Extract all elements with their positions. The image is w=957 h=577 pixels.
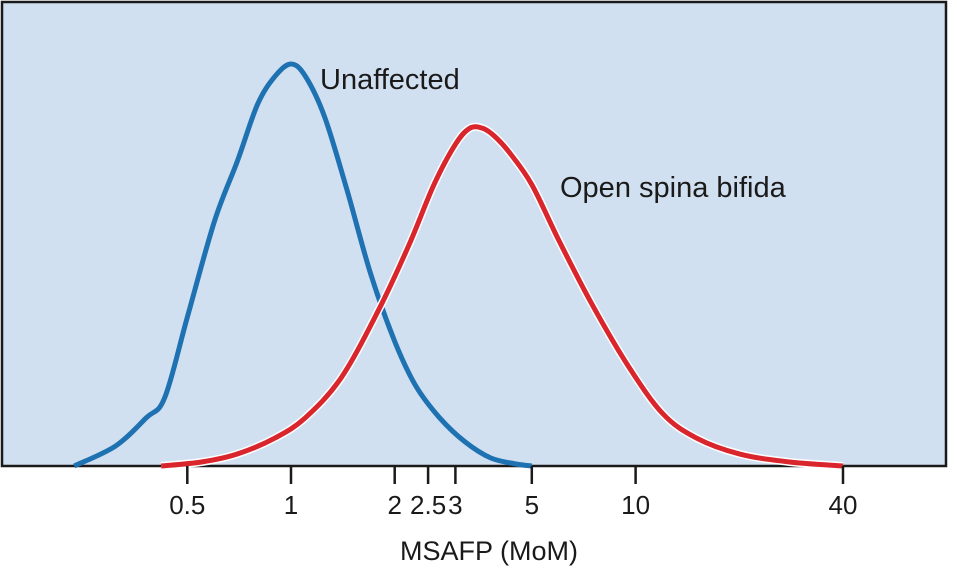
- series-label-open-spina-bifida: Open spina bifida: [560, 172, 787, 204]
- series-line-unaffected: [73, 61, 533, 469]
- x-tick-label-5: 5: [525, 490, 539, 520]
- series-curves: [73, 61, 844, 470]
- x-tick-label-1: 1: [284, 490, 298, 520]
- x-tick-label-3: 3: [448, 490, 462, 520]
- x-axis-title: MSAFP (MoM): [400, 536, 578, 566]
- x-tick-label-2: 2: [387, 490, 401, 520]
- x-axis-tick-labels: 0.5 1 2 2.5 3 5 10 40: [169, 490, 857, 520]
- plot-background: [0, 0, 948, 468]
- x-tick-label-0-5: 0.5: [169, 490, 205, 520]
- series-line-open-spina-bifida: [160, 124, 844, 469]
- series-label-unaffected: Unaffected: [320, 64, 460, 96]
- x-tick-label-40: 40: [829, 490, 858, 520]
- x-axis-ticks: [186, 466, 845, 484]
- x-tick-label-2-5: 2.5: [410, 490, 446, 520]
- x-tick-label-10: 10: [621, 490, 650, 520]
